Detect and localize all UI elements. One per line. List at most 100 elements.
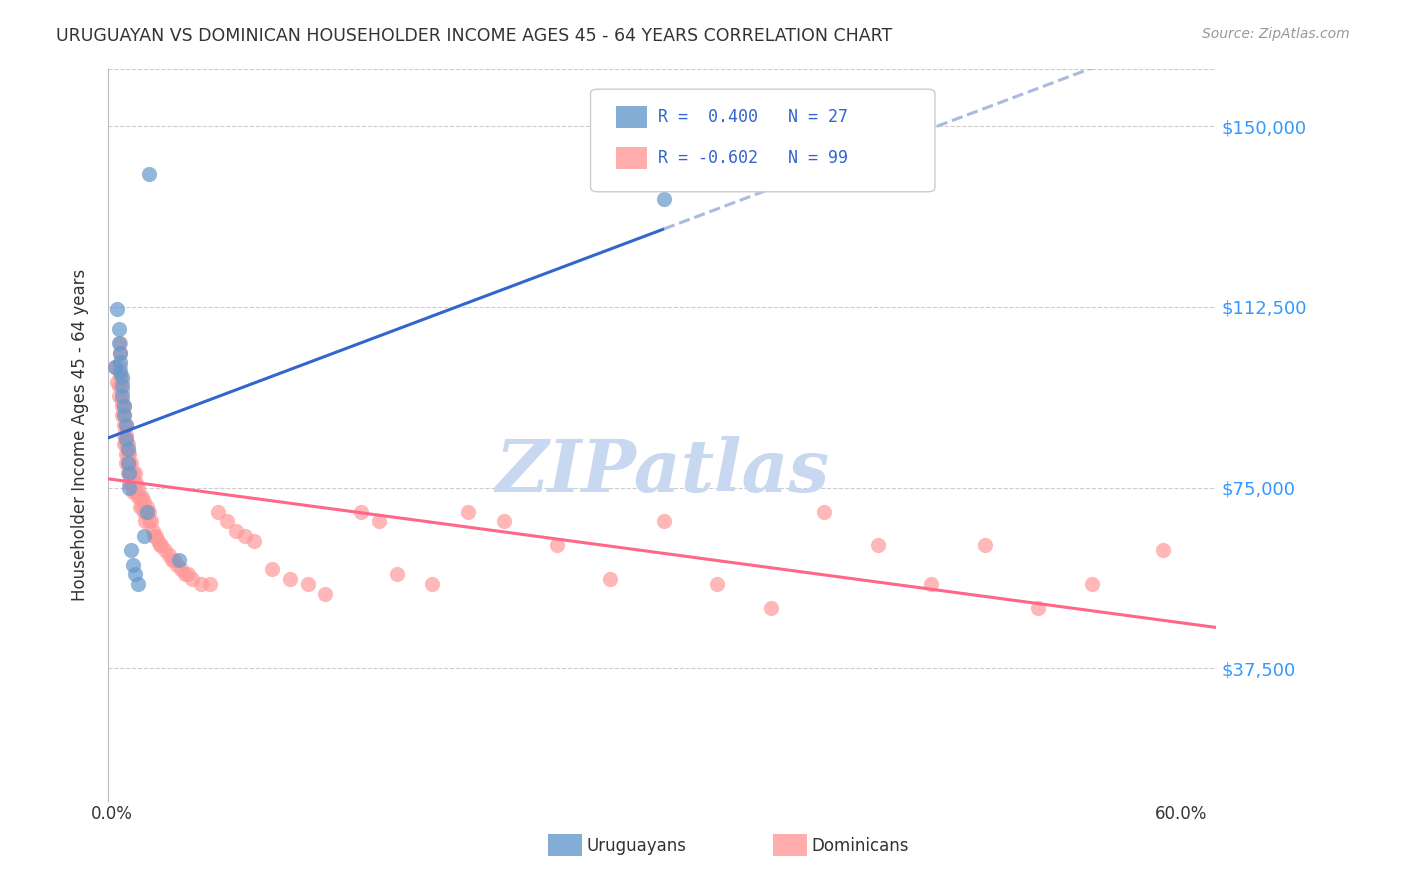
Point [105,375,128,389]
Point [110,369,132,384]
Point [118,481,141,495]
Point [1080,577,1102,591]
Point [190,577,212,591]
Point [124,466,146,480]
Point [120,457,142,471]
Point [112,417,135,432]
Point [217,514,239,528]
Point [112,399,135,413]
Point [173,567,195,582]
Point [125,475,148,490]
Point [457,505,479,519]
Point [112,409,135,423]
Point [136,505,159,519]
Point [107,389,129,403]
Point [112,437,135,451]
Point [122,558,145,572]
Point [118,466,141,480]
Point [124,567,146,582]
Point [117,457,139,471]
Point [110,365,132,379]
Point [138,505,160,519]
Point [314,586,336,600]
Point [111,375,134,389]
Point [153,543,176,558]
Point [127,481,149,495]
Point [278,572,301,586]
Point [114,433,136,447]
Point [105,302,128,317]
Point [111,393,134,408]
Point [114,417,136,432]
Point [260,562,283,576]
Point [652,514,675,528]
Point [132,495,155,509]
Point [167,553,190,567]
Point [118,447,141,461]
Point [225,524,247,538]
Point [125,485,148,500]
Text: Uruguayans: Uruguayans [586,837,686,855]
Point [110,360,132,375]
Point [117,457,139,471]
Point [111,399,134,413]
Point [114,457,136,471]
Point [107,321,129,335]
Text: ZIPatlas: ZIPatlas [495,435,830,507]
Point [122,475,145,490]
Point [124,475,146,490]
Text: R =  0.400   N = 27: R = 0.400 N = 27 [658,108,848,126]
Point [117,442,139,456]
Point [132,529,155,543]
Point [110,355,132,369]
Point [111,379,134,393]
Point [117,466,139,480]
Point [114,427,136,442]
Point [104,360,127,375]
Point [120,475,142,490]
Point [706,577,728,591]
Point [112,409,135,423]
Point [111,369,134,384]
Point [136,500,159,514]
Point [385,567,408,582]
Text: URUGUAYAN VS DOMINICAN HOUSEHOLDER INCOME AGES 45 - 64 YEARS CORRELATION CHART: URUGUAYAN VS DOMINICAN HOUSEHOLDER INCOM… [56,27,893,45]
Point [127,577,149,591]
Point [139,514,162,528]
Point [134,514,156,528]
Point [117,437,139,451]
Point [149,538,172,552]
Point [166,558,188,572]
Point [759,601,782,615]
Point [920,577,942,591]
Point [122,485,145,500]
Text: Dominicans: Dominicans [811,837,908,855]
Point [145,529,167,543]
Point [120,543,142,558]
Point [134,505,156,519]
Point [122,466,145,480]
Point [110,345,132,359]
Point [157,548,180,562]
Text: R = -0.602   N = 99: R = -0.602 N = 99 [658,149,848,167]
Point [107,379,129,393]
Point [114,447,136,461]
Y-axis label: Householder Income Ages 45 - 64 years: Householder Income Ages 45 - 64 years [72,268,89,600]
Point [129,500,152,514]
Point [243,533,266,548]
Point [141,524,163,538]
Point [198,577,221,591]
Point [110,336,132,351]
Point [112,399,135,413]
Point [163,553,186,567]
Point [107,336,129,351]
Point [118,457,141,471]
Point [132,505,155,519]
Point [127,490,149,504]
Point [120,466,142,480]
Point [1152,543,1174,558]
Point [114,417,136,432]
Point [112,427,135,442]
Point [160,553,183,567]
Point [111,389,134,403]
